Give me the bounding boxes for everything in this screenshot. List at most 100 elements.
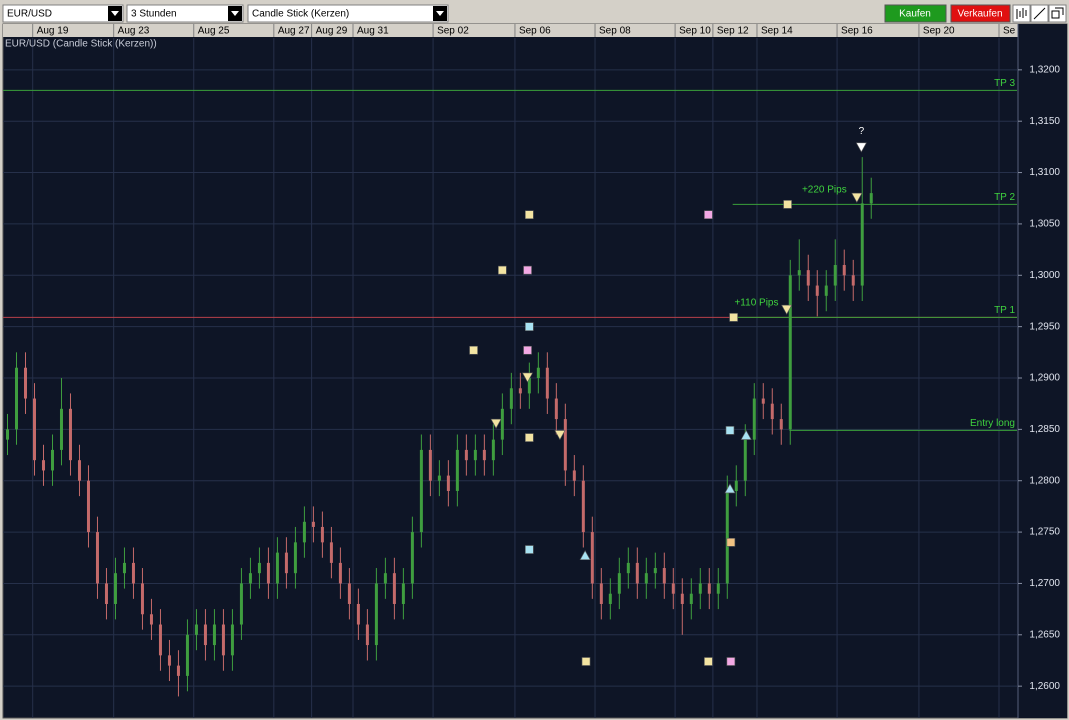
candle-body xyxy=(725,490,729,584)
y-tick-label: 1,3000 xyxy=(1029,270,1060,281)
candle-body xyxy=(770,403,774,420)
signal-square xyxy=(469,345,478,355)
candle-body xyxy=(410,532,414,584)
signal-square xyxy=(726,657,736,666)
candle-body xyxy=(662,568,666,584)
candle-body xyxy=(860,203,864,286)
signal-down xyxy=(855,142,867,153)
candle-body xyxy=(824,285,828,296)
candle-body xyxy=(464,449,468,461)
candle-body xyxy=(842,265,846,276)
candle-body xyxy=(383,573,387,584)
candle-body xyxy=(230,624,234,656)
level-label: TP 3 xyxy=(994,78,1015,89)
candle-body xyxy=(302,521,306,543)
candle-body xyxy=(653,568,657,574)
candle-body xyxy=(149,614,153,625)
y-tick-label: 1,2900 xyxy=(1029,373,1060,384)
candle-body xyxy=(689,593,693,604)
candle-body xyxy=(284,552,288,574)
x-tick-label: Sep 08 xyxy=(599,26,631,37)
candle-body xyxy=(806,270,810,286)
y-tick-label: 1,2850 xyxy=(1029,424,1060,435)
symbol-select[interactable] xyxy=(2,4,124,23)
candle-body xyxy=(365,624,369,646)
style-text: Candle Stick (Kerzen) xyxy=(252,9,349,20)
candle-body xyxy=(158,624,162,656)
y-tick-label: 1,2950 xyxy=(1029,321,1060,332)
candle-body xyxy=(518,388,522,394)
candle-body xyxy=(338,562,342,584)
candle-body xyxy=(329,542,333,563)
candle-body xyxy=(122,562,126,574)
price-axis-bg xyxy=(1018,24,1067,718)
candle-body xyxy=(545,367,549,399)
candle-body xyxy=(563,419,567,471)
candle-body xyxy=(581,480,585,533)
candle-body xyxy=(500,408,504,440)
x-tick-label: Sep 02 xyxy=(437,26,469,37)
style-select[interactable] xyxy=(247,4,449,23)
signal-square xyxy=(783,200,792,209)
y-tick-label: 1,2800 xyxy=(1029,475,1060,486)
candle-body xyxy=(41,460,45,471)
candle-body xyxy=(428,449,432,481)
signal-square xyxy=(525,433,534,442)
candle-body xyxy=(392,573,396,604)
signal-square xyxy=(498,265,507,275)
candle-body xyxy=(275,552,279,584)
symbol-text: EUR/USD xyxy=(7,9,52,20)
candle-body xyxy=(437,475,441,481)
candle-body xyxy=(32,398,36,461)
candle-body xyxy=(446,475,450,491)
candle-body xyxy=(140,583,144,615)
x-tick-label: Sep 10 xyxy=(679,26,711,37)
candle-body xyxy=(680,593,684,604)
candle-body xyxy=(644,573,648,584)
candle-body xyxy=(536,367,540,378)
candle-body xyxy=(221,624,225,656)
candle-body xyxy=(14,367,18,430)
signal-down xyxy=(522,372,534,383)
buy-button[interactable] xyxy=(884,4,947,23)
signal-square xyxy=(525,210,534,219)
candle-body xyxy=(851,275,855,286)
candle-body xyxy=(185,634,189,676)
chart-type-button[interactable] xyxy=(1012,4,1031,23)
candle-body xyxy=(347,583,351,604)
signal-square xyxy=(725,426,735,435)
candle-body xyxy=(590,532,594,584)
candle-body xyxy=(5,429,9,440)
signal-up xyxy=(724,483,736,494)
candle-body xyxy=(599,583,603,604)
signal-square xyxy=(581,657,591,666)
candle-body xyxy=(473,449,477,461)
candle-body xyxy=(788,275,792,430)
candle-body xyxy=(671,583,675,594)
candle-body xyxy=(509,388,513,409)
candle-body xyxy=(248,573,252,584)
candle-body xyxy=(239,583,243,625)
candle-body xyxy=(50,449,54,471)
candle-body xyxy=(104,583,108,604)
x-tick-label: Aug 29 xyxy=(316,26,348,37)
candle-body xyxy=(212,624,216,646)
signal-square xyxy=(523,265,532,275)
candle-body xyxy=(734,480,738,491)
candle-body xyxy=(356,603,360,625)
interval-text: 3 Stunden xyxy=(131,9,177,20)
interval-select[interactable] xyxy=(126,4,244,23)
level-label: TP 2 xyxy=(994,192,1015,203)
candle-body xyxy=(833,265,837,286)
candle-body xyxy=(455,449,459,491)
x-tick-label: Sep 14 xyxy=(761,26,793,37)
x-tick-label: Sep 12 xyxy=(717,26,749,37)
candle-body xyxy=(113,573,117,604)
sell-button[interactable] xyxy=(950,4,1011,23)
candle-body xyxy=(617,573,621,594)
x-tick-label: Aug 25 xyxy=(198,26,230,37)
candle-body xyxy=(743,439,747,481)
candle-body xyxy=(203,624,207,646)
candle-body xyxy=(482,449,486,461)
